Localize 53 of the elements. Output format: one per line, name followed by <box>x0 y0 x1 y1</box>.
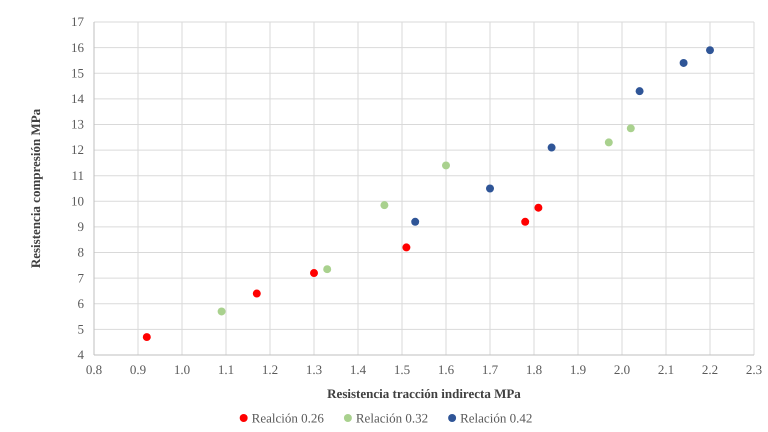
x-tick-label: 1.8 <box>526 362 542 378</box>
point <box>680 59 688 67</box>
y-tick-label: 11 <box>71 168 84 183</box>
x-tick-label: 0.8 <box>86 362 102 378</box>
point <box>310 269 318 278</box>
point <box>218 307 226 316</box>
point <box>411 218 420 226</box>
x-axis-title: Resistencia tracción indirecta MPa <box>327 386 522 401</box>
y-tick-label: 15 <box>71 65 84 80</box>
x-tick-label: 1.5 <box>394 362 410 378</box>
y-tick-label: 13 <box>71 116 84 132</box>
x-tick-label: 2.0 <box>614 362 630 378</box>
y-tick-label: 5 <box>78 322 84 337</box>
point <box>402 243 410 252</box>
point <box>521 218 530 226</box>
x-tick-label: 1.7 <box>482 362 499 378</box>
point <box>442 161 450 170</box>
point <box>486 184 494 192</box>
point <box>604 138 613 146</box>
x-tick-label: 1.3 <box>306 362 322 378</box>
point <box>626 124 635 132</box>
x-tick-label: 1.9 <box>570 362 586 378</box>
y-tick-label: 16 <box>71 40 84 55</box>
x-tick-label: 1.6 <box>438 362 455 378</box>
y-tick-label: 12 <box>71 142 84 158</box>
y-axis-title: Resistencia compresión MPa <box>28 108 43 268</box>
point <box>548 144 556 152</box>
point <box>636 87 644 96</box>
point <box>142 333 151 342</box>
y-tick-label: 14 <box>71 91 84 106</box>
y-tick-label: 4 <box>78 347 84 362</box>
x-tick-label: 1.2 <box>262 362 278 378</box>
x-tick-label: 2.3 <box>746 362 762 378</box>
x-tick-label: 1.0 <box>174 362 190 378</box>
x-tick-label: 2.1 <box>658 362 674 378</box>
y-tick-label: 17 <box>71 14 84 30</box>
point <box>252 290 261 298</box>
x-tick-label: 1.4 <box>350 362 367 378</box>
y-tick-label: 10 <box>71 193 84 208</box>
y-tick-label: 9 <box>78 219 84 234</box>
y-tick-label: 7 <box>78 270 84 286</box>
x-tick-label: 1.1 <box>218 362 234 378</box>
x-tick-label: 0.9 <box>130 362 146 378</box>
x-tick-label: 2.2 <box>702 362 718 378</box>
point <box>323 265 332 274</box>
point <box>534 204 542 212</box>
y-tick-label: 6 <box>78 296 84 311</box>
legend-label: Realción 0.26 <box>252 410 324 426</box>
y-tick-label: 8 <box>78 244 84 260</box>
legend-label: Relación 0.42 <box>460 410 532 426</box>
point <box>706 46 714 54</box>
point <box>380 201 388 210</box>
legend-label: Relación 0.32 <box>356 410 428 426</box>
